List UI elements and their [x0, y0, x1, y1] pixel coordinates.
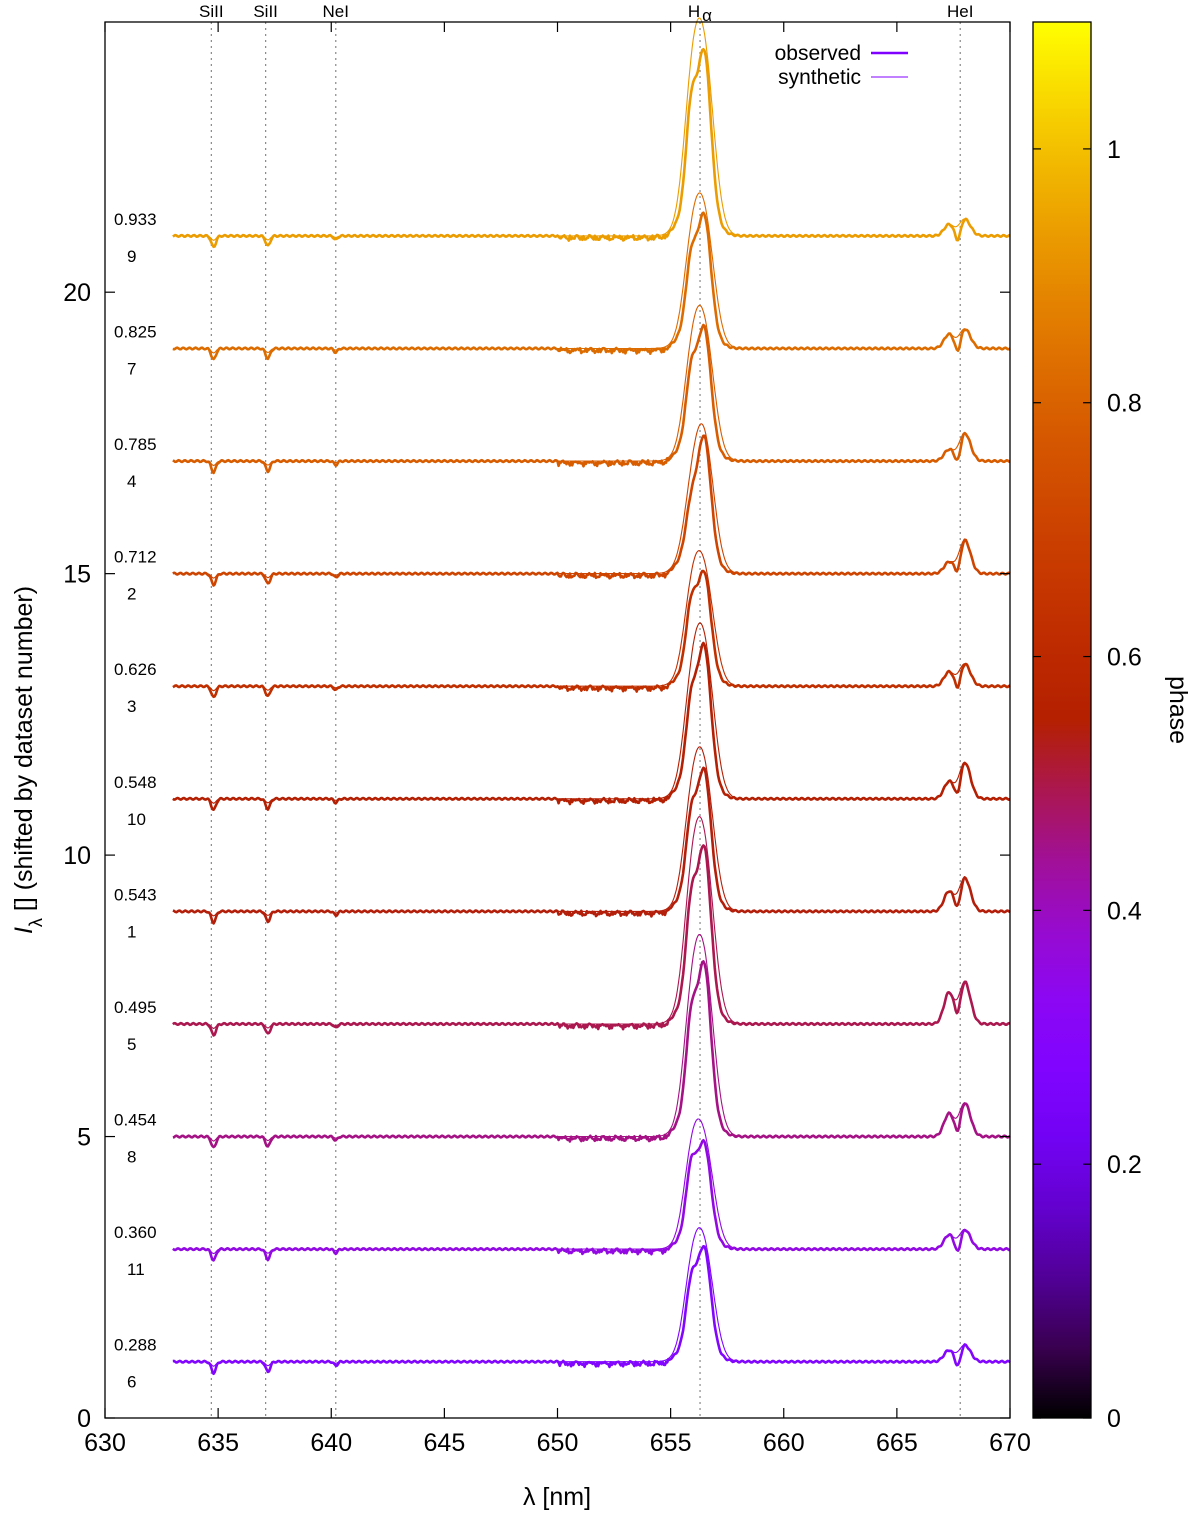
series-phase-label: 0.495 [114, 998, 157, 1017]
spectra-series [172, 17, 1011, 1376]
line-marker-label-0: SiII [199, 2, 224, 21]
line-marker-label-4: HeI [947, 2, 973, 21]
series-observed-4 [172, 323, 1011, 475]
series-observed-6 [172, 1245, 1011, 1376]
series-dataset-label: 11 [127, 1260, 145, 1279]
x-tick-label: 665 [876, 1429, 918, 1457]
series-phase-label: 0.825 [114, 322, 157, 341]
y-axis-label-sub: λ [26, 918, 46, 927]
plot-area [105, 22, 1010, 1418]
x-tick-label: 650 [537, 1429, 579, 1457]
colorbar-tick-label: 0 [1107, 1405, 1121, 1433]
series-dataset-label: 7 [127, 359, 136, 378]
series-phase-label: 0.933 [114, 210, 157, 229]
series-dataset-label: 8 [127, 1148, 136, 1167]
x-axis-label: λ [nm] [523, 1483, 591, 1511]
series-dataset-label: 4 [127, 472, 136, 491]
colorbar: 0 0.2 0.4 0.6 0.8 1 [1032, 21, 1142, 1433]
y-tick-label: 0 [77, 1405, 91, 1433]
series-phase-label: 0.543 [114, 885, 157, 904]
series-dataset-label: 10 [127, 810, 146, 829]
series-observed-10 [172, 641, 1011, 811]
colorbar-tick-label: 0.6 [1107, 644, 1142, 672]
line-marker-label-1: SiII [253, 2, 278, 21]
x-tick-label: 635 [197, 1429, 239, 1457]
colorbar-tick-label: 0.4 [1107, 897, 1142, 925]
x-tick-label: 670 [989, 1429, 1031, 1457]
colorbar-tick-label: 0.8 [1107, 390, 1142, 418]
series-dataset-label: 2 [127, 585, 136, 604]
series-dataset-label: 1 [127, 922, 136, 941]
y-tick-label: 10 [63, 842, 91, 870]
series-observed-2 [172, 434, 1011, 587]
y-axis-label-symbol: I [10, 927, 38, 934]
line-marker-sub-3: α [702, 6, 712, 25]
series-phase-label: 0.712 [114, 548, 157, 567]
colorbar-tick-label: 0.2 [1107, 1151, 1142, 1179]
y-axis-label: Iλ [] (shifted by dataset number) [10, 586, 46, 934]
colorbar-bar [1032, 21, 1092, 1419]
colorbar-tick-label: 1 [1107, 136, 1121, 164]
colorbar-label: phase [1164, 676, 1192, 744]
series-dataset-label: 9 [127, 247, 136, 266]
x-tick-label: 645 [424, 1429, 466, 1457]
x-tick-label: 660 [763, 1429, 805, 1457]
x-tick-label: 640 [310, 1429, 352, 1457]
plot-background [105, 22, 1010, 1418]
y-tick-label: 15 [63, 561, 91, 589]
series-observed-11 [172, 1139, 1011, 1262]
series-phase-label: 0.454 [114, 1111, 157, 1130]
x-tick-label: 655 [650, 1429, 692, 1457]
x-tick-label: 630 [84, 1429, 126, 1457]
line-marker-label-3: H [688, 2, 700, 21]
series-dataset-label: 5 [127, 1035, 136, 1054]
series-dataset-label: 3 [127, 697, 136, 716]
series-observed-9 [172, 48, 1011, 249]
series-observed-5 [172, 844, 1011, 1037]
series-dataset-label: 6 [127, 1373, 136, 1392]
series-observed-7 [172, 211, 1011, 361]
y-tick-label: 5 [77, 1124, 91, 1152]
series-observed-3 [172, 569, 1011, 699]
line-marker-label-2: NeI [323, 2, 349, 21]
y-tick-label: 20 [63, 279, 91, 307]
legend-label-synthetic: synthetic [778, 66, 861, 89]
series-observed-1 [172, 766, 1011, 925]
series-phase-label: 0.360 [114, 1223, 157, 1242]
legend-label-observed: observed [775, 42, 861, 65]
series-labels: 0.288 6 0.360 11 0.454 8 0.495 5 0.543 1 0.548 10 0.… [114, 210, 157, 1392]
series-phase-label: 0.626 [114, 660, 157, 679]
y-axis-label-rest: [] (shifted by dataset number) [10, 586, 38, 918]
series-phase-label: 0.785 [114, 435, 157, 454]
series-phase-label: 0.288 [114, 1336, 157, 1355]
series-phase-label: 0.548 [114, 773, 157, 792]
series-observed-8 [172, 960, 1011, 1149]
